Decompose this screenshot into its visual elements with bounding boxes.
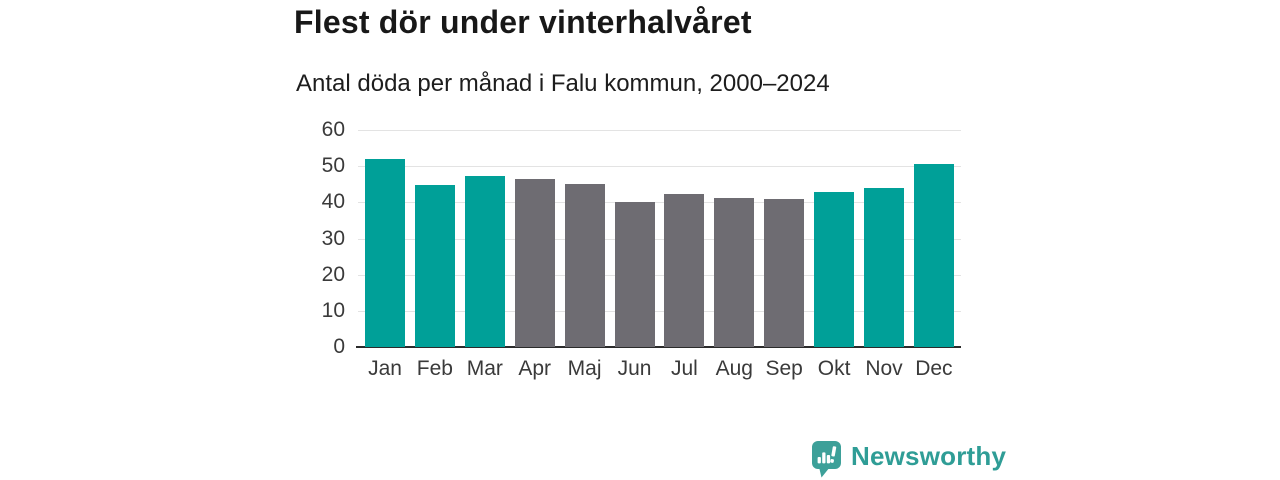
bar-jan (365, 158, 405, 347)
bar-feb (414, 184, 455, 347)
y-tick-label-0: 0 (333, 335, 345, 358)
newsworthy-wordmark: Newsworthy (851, 441, 1007, 471)
y-tick-label-30: 30 (321, 226, 345, 250)
bar-maj (564, 183, 605, 347)
gridline-y-30 (358, 238, 961, 240)
x-tick-label-apr: Apr (518, 357, 552, 380)
bar-mar (464, 176, 505, 347)
x-tick-label-okt: Okt (817, 357, 851, 380)
bar-chart-plot-area: 0 10 20 30 40 50 60 Jan Feb Mar Apr Maj Jun Jul Aug Sep… (322, 118, 961, 380)
gridline-y-10 (358, 310, 961, 312)
x-axis-line (356, 346, 961, 348)
bar-aug (714, 198, 755, 347)
bar-okt (814, 192, 855, 347)
x-tick-label-nov: Nov (865, 357, 903, 380)
gridline-y-50 (358, 166, 961, 168)
bar-jun (614, 201, 655, 347)
x-tick-label-mar: Mar (466, 357, 503, 380)
bar-nov (864, 188, 904, 347)
gridline-y-60 (358, 130, 961, 131)
y-tick-label-60: 60 (321, 118, 345, 141)
x-tick-label-jan: Jan (368, 357, 402, 380)
bar-jul (664, 194, 705, 347)
bar-sep (764, 198, 805, 347)
x-tick-label-dec: Dec (915, 357, 953, 380)
x-tick-label-aug: Aug (715, 357, 753, 380)
y-tick-label-50: 50 (321, 154, 345, 178)
bar-dec (913, 164, 954, 347)
y-tick-label-10: 10 (321, 298, 345, 322)
gridline-y-40 (358, 202, 961, 204)
x-tick-label-jul: Jul (670, 357, 698, 380)
gridline-y-20 (358, 274, 961, 276)
x-tick-label-feb: Feb (416, 357, 453, 380)
chart-subtitle: Antal döda per månad i Falu kommun, 2000… (296, 70, 830, 97)
chart-title: Flest dör under vinterhalvåret (294, 4, 752, 40)
bar-apr (514, 178, 555, 347)
x-tick-label-sep: Sep (765, 357, 803, 380)
newsworthy-branding: Newsworthy (811, 440, 1006, 478)
y-tick-label-20: 20 (321, 262, 345, 286)
x-tick-label-maj: Maj (567, 357, 602, 380)
newsworthy-logo-icon (812, 441, 841, 478)
x-tick-label-jun: Jun (617, 357, 652, 380)
y-tick-label-40: 40 (321, 190, 345, 214)
